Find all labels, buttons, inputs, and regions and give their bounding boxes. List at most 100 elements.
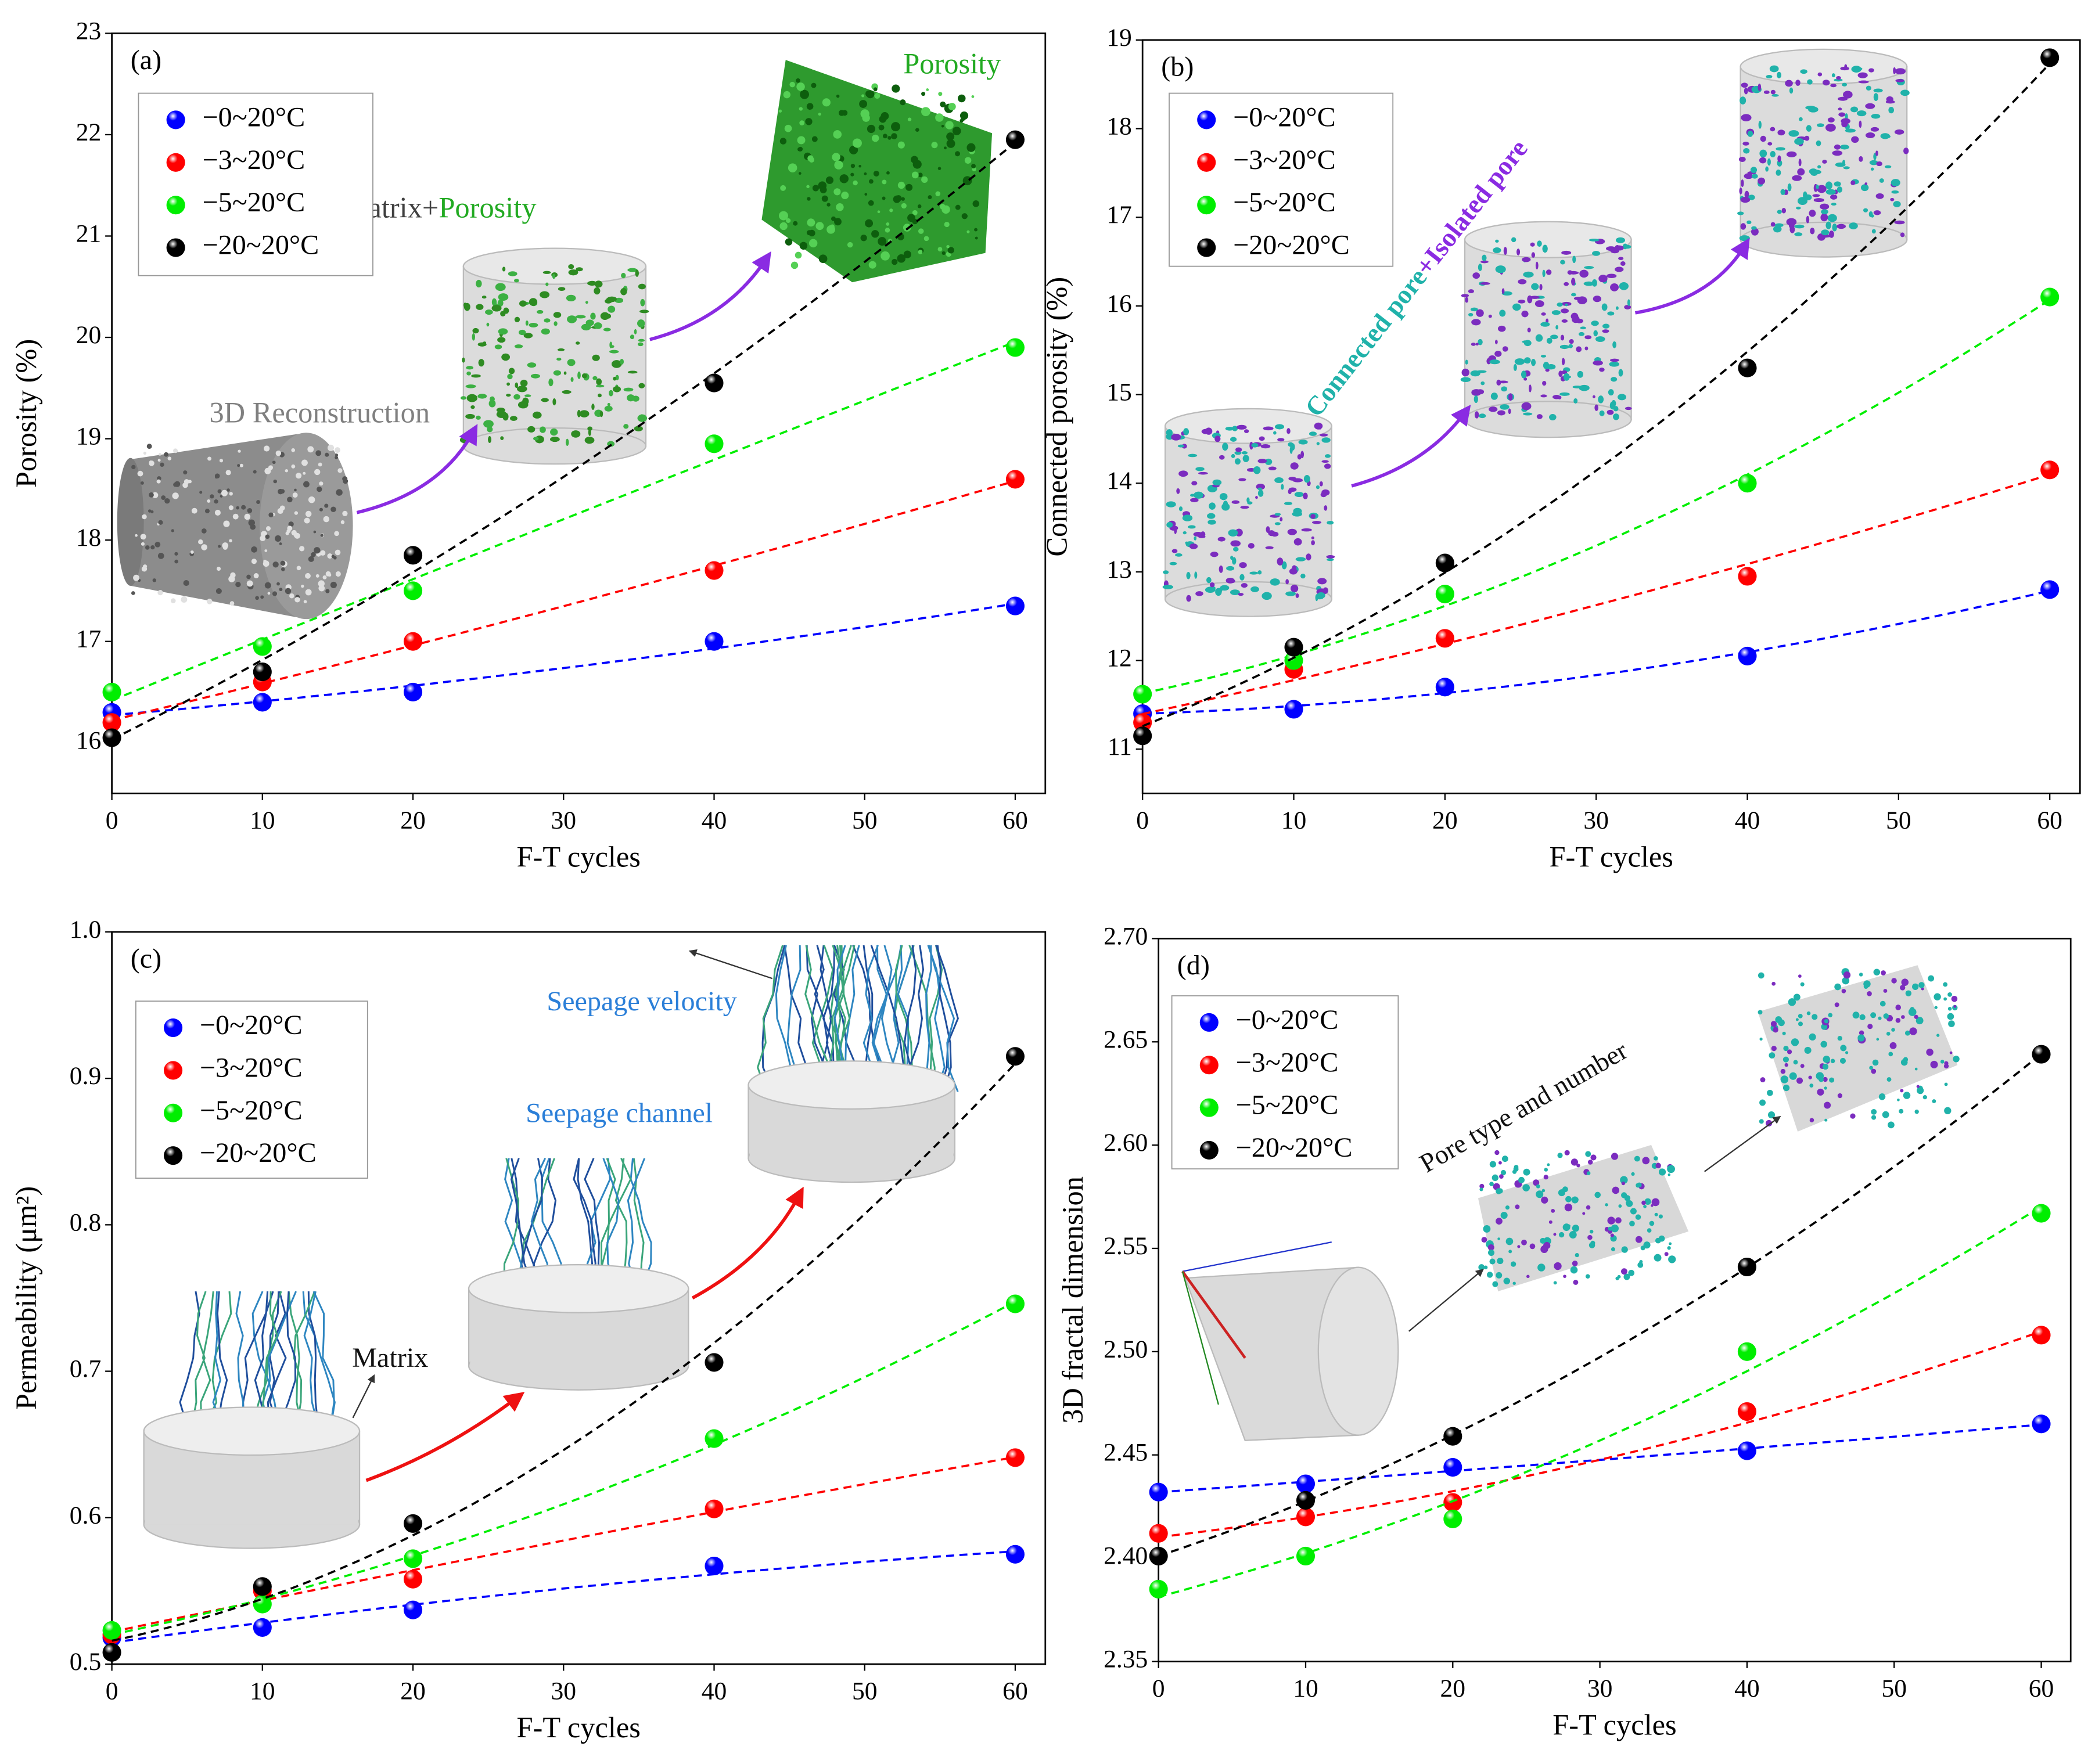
inset-speck [1492, 1174, 1498, 1181]
inset-speck [1249, 441, 1253, 450]
inset-speck [1796, 206, 1801, 210]
inset-speck [918, 172, 923, 178]
inset-speck [1471, 343, 1476, 346]
inset-speck [1788, 130, 1799, 137]
inset-speck [1758, 972, 1764, 979]
inset-speck [294, 532, 300, 539]
inset-speck [1895, 79, 1904, 82]
inset-speck [191, 507, 197, 514]
inset-speck [1570, 1266, 1578, 1274]
inset-speck [1631, 1172, 1635, 1176]
inset-speck [808, 239, 818, 248]
inset-speck [638, 283, 646, 290]
legend-marker [1199, 1056, 1219, 1075]
inset-speck [1837, 1036, 1842, 1041]
x-tick-label: 30 [551, 807, 576, 834]
inset-speck [1759, 157, 1767, 164]
inset-speck [1767, 1089, 1773, 1096]
inset-speck [937, 247, 943, 252]
inset-speck [1618, 1204, 1622, 1208]
inset-speck [807, 218, 815, 227]
inset-speck [1867, 1024, 1873, 1029]
inset-speck [1832, 150, 1843, 156]
inset-speck [228, 505, 234, 510]
y-tick-label: 11 [1108, 733, 1132, 761]
inset-speck [1565, 303, 1568, 307]
inset-speck [1559, 344, 1569, 350]
y-axis-title: 3D fractal dimension [1056, 1176, 1089, 1424]
inset-speck [553, 312, 562, 318]
inset-speck [1841, 120, 1848, 128]
inset-speck [1903, 147, 1909, 154]
inset-speck [496, 407, 505, 413]
inset-speck [1584, 266, 1594, 269]
inset-speck [831, 216, 836, 221]
inset-speck [1851, 136, 1859, 143]
inset-speck [1841, 989, 1846, 993]
inset-speck [1542, 244, 1548, 253]
inset-speck [1617, 1275, 1621, 1279]
inset-speck [1770, 222, 1776, 227]
inset-speck [1870, 167, 1874, 171]
inset-speck [1541, 312, 1546, 316]
inset-speck [796, 82, 805, 91]
inset-speck [874, 93, 881, 99]
inset-speck [1822, 1063, 1829, 1070]
inset-speck [171, 598, 176, 603]
inset-speck [859, 100, 868, 108]
inset-speck [1468, 313, 1474, 316]
inset-speck [501, 353, 510, 361]
inset-speck [536, 309, 544, 314]
inset-channel [573, 1158, 596, 1285]
inset-speck [288, 521, 294, 527]
inset-speck [1782, 1084, 1790, 1092]
inset-speck [1900, 985, 1906, 991]
inset-speck [1234, 458, 1241, 465]
inset-speck [1601, 303, 1608, 311]
inset-speck [304, 517, 310, 524]
inset-speck [523, 333, 533, 339]
inset-speck [576, 267, 583, 272]
inset-speck [1198, 471, 1208, 475]
inset-speck [1291, 584, 1299, 593]
inset-speck [867, 124, 876, 134]
inset-channel [602, 1158, 620, 1286]
inset-speck [325, 452, 329, 457]
inset-speck [285, 588, 292, 595]
inset-speck [337, 468, 343, 473]
inset-speck [308, 496, 315, 503]
inset-speck [1300, 573, 1306, 579]
inset-speck [1512, 1281, 1516, 1285]
inset-speck [1851, 66, 1861, 73]
inset-speck [868, 200, 874, 206]
inset-speck [937, 167, 941, 170]
x-tick-label: 60 [2029, 1675, 2054, 1702]
inset-speck [164, 452, 168, 457]
x-tick-label: 40 [1735, 807, 1760, 834]
inset-speck [1573, 1280, 1579, 1285]
inset-speck [508, 368, 515, 375]
inset-speck [1868, 211, 1873, 217]
inset-speck [265, 534, 270, 539]
x-tick-label: 60 [1002, 1677, 1028, 1705]
inset-speck [1489, 1182, 1494, 1186]
inset-speck [1594, 404, 1598, 411]
inset-speck [1842, 977, 1850, 985]
inset-speck [1770, 89, 1776, 95]
inset-speck [1500, 1212, 1508, 1219]
inset-speck [1944, 1061, 1949, 1065]
inset-speck [1940, 1060, 1945, 1064]
inset-speck [1825, 189, 1836, 195]
inset-speck [1824, 1101, 1831, 1109]
inset-arrow [1634, 237, 1750, 315]
inset-speck [613, 386, 621, 393]
inset-speck [1840, 1045, 1847, 1052]
inset-speck [917, 204, 922, 208]
inset-speck [1598, 275, 1608, 283]
inset-speck [1257, 487, 1262, 491]
inset-speck [1498, 1161, 1502, 1165]
data-point [253, 1577, 272, 1596]
inset-channel [510, 1158, 534, 1286]
panel-label: (c) [131, 943, 161, 974]
inset-speck [171, 529, 174, 532]
